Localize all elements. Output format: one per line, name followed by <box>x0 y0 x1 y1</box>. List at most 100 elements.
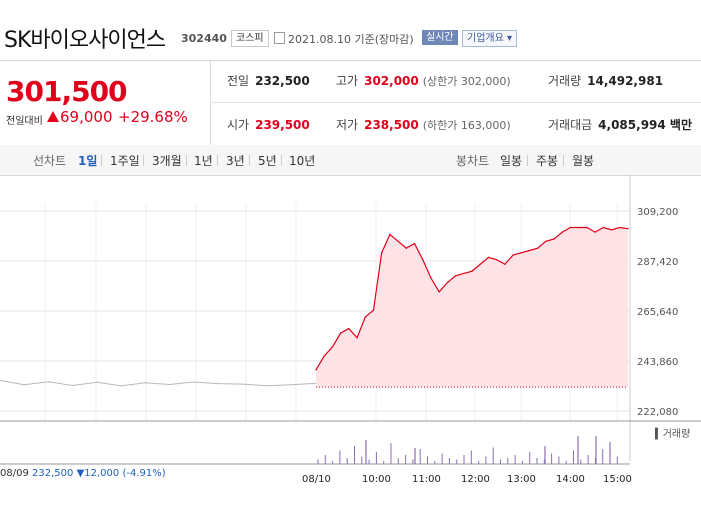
data-point <box>520 252 522 254</box>
change-value: 69,000 <box>60 108 113 126</box>
price-area <box>316 227 628 388</box>
data-point <box>422 258 424 261</box>
footer-date: 08/09 <box>0 468 29 479</box>
data-point <box>463 272 465 275</box>
data-point <box>47 381 50 383</box>
tab-1day[interactable]: 1일 <box>78 154 98 168</box>
data-point <box>602 226 605 229</box>
low-price: 저가 238,500 (하한가 163,000) <box>336 118 511 132</box>
data-point <box>96 381 98 383</box>
tab-3year[interactable]: 3년 <box>226 154 245 168</box>
data-point <box>430 277 432 279</box>
tab-monthly[interactable]: 월봉 <box>572 154 595 168</box>
data-point <box>348 327 350 330</box>
realtime-button[interactable]: 실시간 <box>422 30 458 45</box>
data-point <box>487 256 490 259</box>
x-tick-label: 15:00 <box>603 474 632 485</box>
divider <box>211 102 701 103</box>
tab-1week[interactable]: 1주일 <box>110 154 140 168</box>
volume: 거래량 14,492,981 <box>548 74 664 88</box>
data-point <box>265 385 268 387</box>
series-line-prev <box>0 379 316 387</box>
divider <box>210 61 211 145</box>
y-tick-label: 265,640 <box>637 307 678 318</box>
divider <box>563 155 564 166</box>
y-tick-label: 222,080 <box>637 407 678 418</box>
tab-10year[interactable]: 10년 <box>289 154 316 168</box>
data-point <box>545 240 547 243</box>
volume-legend: ▍거래량 <box>654 427 690 440</box>
divider <box>143 155 144 166</box>
data-point <box>397 240 399 243</box>
data-point <box>446 281 449 284</box>
data-point <box>610 229 613 231</box>
data-point <box>553 238 555 240</box>
x-tick-label: 11:00 <box>412 474 441 485</box>
stock-code: 302440 <box>181 32 227 45</box>
footer-pct: (-4.91%) <box>122 468 166 479</box>
data-point <box>372 309 375 311</box>
data-point <box>578 226 580 229</box>
x-tick-label: 12:00 <box>461 474 490 485</box>
divider <box>281 155 282 166</box>
data-point <box>120 385 122 387</box>
data-point <box>536 247 539 249</box>
data-point <box>405 247 408 249</box>
footer-quote: 08/09 232,500 ▼12,000 (-4.91%) <box>0 468 166 479</box>
data-point <box>72 384 74 387</box>
x-tick-label: 10:00 <box>362 474 391 485</box>
data-point <box>504 263 506 265</box>
open-price: 시가 239,500 <box>227 118 310 132</box>
y-tick-label: 309,200 <box>637 207 678 218</box>
data-point <box>364 316 366 318</box>
line-chart-label: 선차트 <box>33 154 67 168</box>
data-point <box>471 270 473 272</box>
data-point <box>193 381 195 383</box>
data-point <box>389 233 391 236</box>
data-point <box>144 382 146 384</box>
clock-icon <box>274 32 285 44</box>
change-percent: +29.68% <box>118 108 188 126</box>
x-tick-label: 14:00 <box>556 474 585 485</box>
data-point <box>169 383 171 386</box>
data-point <box>586 226 588 229</box>
tab-3month[interactable]: 3개월 <box>152 154 182 168</box>
data-point <box>569 226 572 229</box>
market-badge: 코스피 <box>231 30 269 47</box>
chart-tabs: 선차트 1일 1주일 3개월 1년 3년 5년 10년 봉차트 일봉 주봉 월봉 <box>0 145 701 176</box>
tab-daily[interactable]: 일봉 <box>500 154 523 168</box>
footer-price: 232,500 <box>32 468 74 479</box>
data-point <box>454 275 457 277</box>
data-point <box>0 379 1 382</box>
x-tick-label: 13:00 <box>507 474 536 485</box>
price-summary: 301,500 전일대비 69,000 +29.68% 전일 232,500 고가… <box>0 60 701 146</box>
stock-header: SK바이오사이언스 302440 코스피 2021.08.10 기준(장마감) … <box>0 0 701 60</box>
divider <box>101 155 102 166</box>
divider <box>527 155 528 166</box>
data-point <box>241 383 243 385</box>
high-price: 고가 302,000 (상한가 302,000) <box>336 74 511 88</box>
y-tick-label: 243,860 <box>637 357 678 368</box>
price-chart[interactable]: 309,200 287,420 265,640 243,860 222,080 ▍거래량 0… <box>0 175 701 485</box>
data-point <box>619 226 621 229</box>
change-label: 전일대비 <box>6 116 43 127</box>
divider <box>249 155 250 166</box>
data-point <box>512 254 514 256</box>
company-info-button[interactable]: 기업개요 ▾ <box>462 30 517 47</box>
trade-value: 거래대금 4,085,994 백만 <box>548 118 692 132</box>
data-point <box>627 227 629 230</box>
data-point <box>356 337 358 339</box>
data-point <box>217 383 219 385</box>
tab-1year[interactable]: 1년 <box>194 154 213 168</box>
data-point <box>315 369 317 371</box>
prev-close: 전일 232,500 <box>227 74 310 88</box>
tab-5year[interactable]: 5년 <box>258 154 277 168</box>
divider <box>186 155 187 166</box>
data-point <box>528 249 531 252</box>
data-point <box>314 382 316 385</box>
y-tick-label: 287,420 <box>637 257 678 268</box>
up-triangle-icon <box>47 111 59 122</box>
footer-change: ▼12,000 <box>76 468 120 479</box>
tab-weekly[interactable]: 주봉 <box>536 154 559 168</box>
current-price: 301,500 <box>6 75 128 108</box>
